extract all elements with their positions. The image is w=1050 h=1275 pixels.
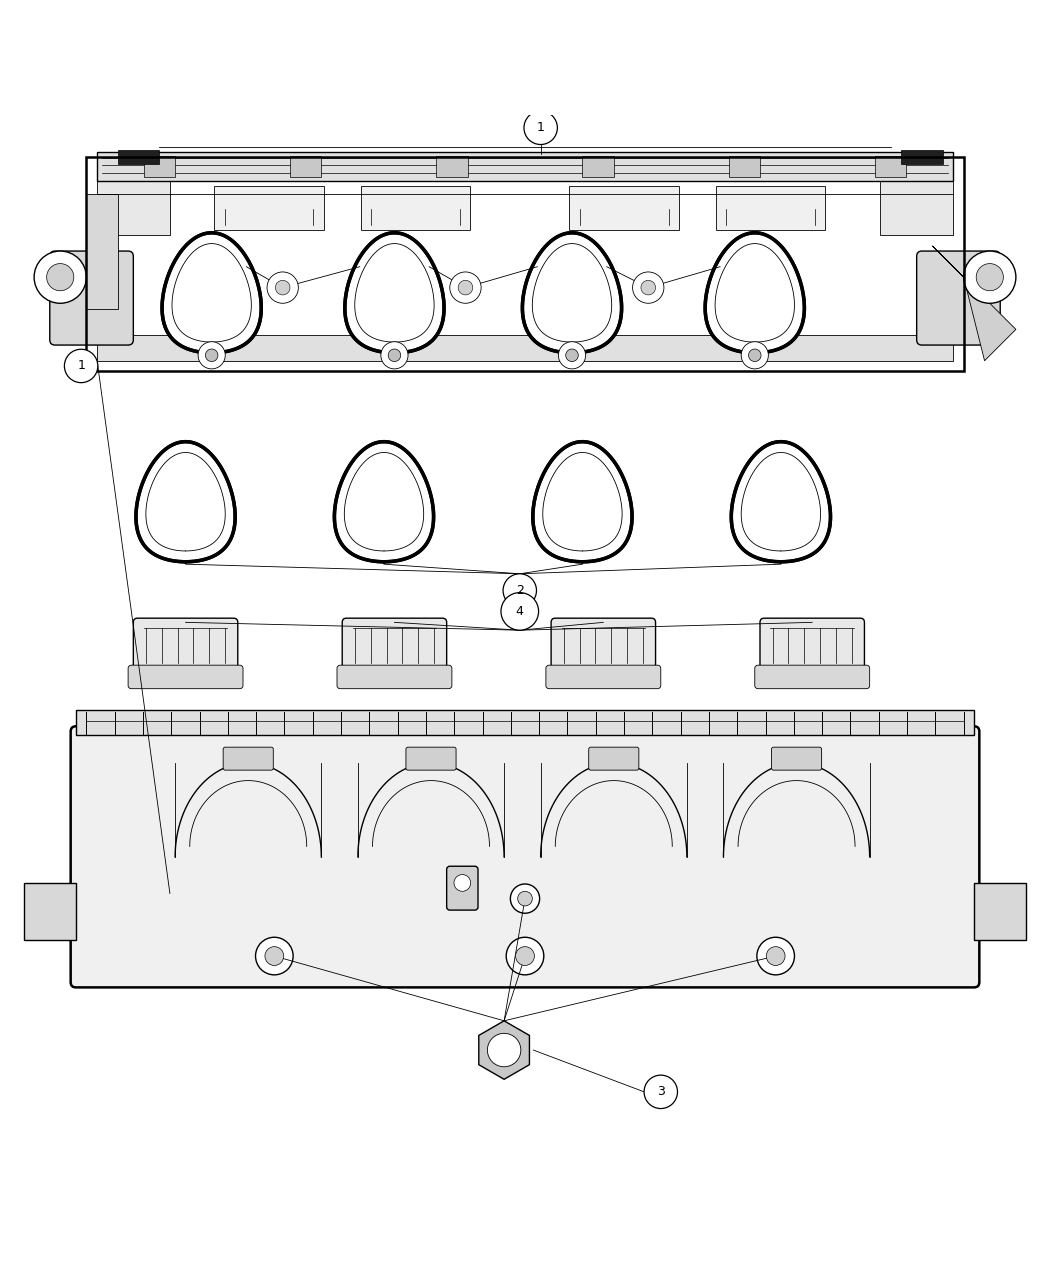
Polygon shape — [532, 441, 632, 562]
Text: 1: 1 — [77, 360, 85, 372]
Circle shape — [449, 272, 481, 303]
FancyBboxPatch shape — [755, 666, 869, 689]
Circle shape — [46, 264, 74, 291]
Text: 3: 3 — [657, 1085, 665, 1098]
FancyBboxPatch shape — [360, 186, 470, 231]
Polygon shape — [932, 246, 1016, 361]
Polygon shape — [135, 441, 235, 562]
FancyBboxPatch shape — [97, 181, 170, 236]
Circle shape — [206, 349, 218, 362]
Circle shape — [976, 264, 1004, 291]
FancyBboxPatch shape — [118, 149, 160, 164]
Circle shape — [275, 280, 290, 295]
FancyBboxPatch shape — [716, 186, 825, 231]
FancyBboxPatch shape — [24, 884, 76, 941]
FancyBboxPatch shape — [880, 181, 953, 236]
FancyBboxPatch shape — [406, 747, 456, 770]
Polygon shape — [162, 233, 261, 353]
FancyBboxPatch shape — [337, 666, 452, 689]
Circle shape — [501, 593, 539, 630]
Circle shape — [458, 280, 472, 295]
FancyBboxPatch shape — [569, 186, 679, 231]
FancyBboxPatch shape — [546, 666, 660, 689]
Circle shape — [487, 1033, 521, 1067]
FancyBboxPatch shape — [128, 666, 243, 689]
Circle shape — [388, 349, 401, 362]
FancyBboxPatch shape — [760, 618, 864, 672]
Circle shape — [267, 272, 298, 303]
FancyBboxPatch shape — [551, 618, 655, 672]
Circle shape — [64, 349, 98, 382]
Text: 2: 2 — [516, 584, 524, 597]
Circle shape — [518, 891, 532, 907]
Circle shape — [506, 937, 544, 975]
Polygon shape — [706, 233, 804, 353]
Circle shape — [255, 937, 293, 975]
Circle shape — [964, 251, 1016, 303]
FancyBboxPatch shape — [917, 251, 1001, 346]
FancyBboxPatch shape — [290, 156, 321, 177]
Circle shape — [559, 342, 586, 368]
FancyBboxPatch shape — [76, 710, 974, 734]
FancyBboxPatch shape — [97, 152, 953, 181]
Polygon shape — [344, 233, 444, 353]
Circle shape — [632, 272, 664, 303]
FancyBboxPatch shape — [342, 618, 446, 672]
Circle shape — [766, 946, 785, 965]
Polygon shape — [479, 1021, 529, 1080]
FancyBboxPatch shape — [729, 156, 760, 177]
FancyBboxPatch shape — [97, 334, 953, 361]
Circle shape — [644, 1075, 677, 1108]
FancyBboxPatch shape — [446, 866, 478, 910]
Text: 1: 1 — [537, 121, 545, 134]
Circle shape — [516, 946, 534, 965]
FancyBboxPatch shape — [224, 747, 273, 770]
FancyBboxPatch shape — [901, 149, 943, 164]
FancyBboxPatch shape — [772, 747, 821, 770]
FancyBboxPatch shape — [875, 156, 906, 177]
Polygon shape — [523, 233, 622, 353]
Polygon shape — [86, 194, 118, 309]
Circle shape — [265, 946, 284, 965]
Text: 4: 4 — [516, 604, 524, 618]
Circle shape — [524, 111, 558, 144]
Polygon shape — [334, 441, 434, 562]
Circle shape — [381, 342, 408, 368]
FancyBboxPatch shape — [133, 618, 237, 672]
FancyBboxPatch shape — [144, 156, 175, 177]
FancyBboxPatch shape — [589, 747, 638, 770]
FancyBboxPatch shape — [49, 251, 133, 346]
Circle shape — [503, 574, 537, 607]
FancyBboxPatch shape — [583, 156, 614, 177]
Circle shape — [566, 349, 579, 362]
Circle shape — [741, 342, 769, 368]
FancyBboxPatch shape — [436, 156, 467, 177]
Circle shape — [198, 342, 226, 368]
FancyBboxPatch shape — [974, 884, 1026, 941]
Circle shape — [749, 349, 761, 362]
Circle shape — [510, 884, 540, 913]
FancyBboxPatch shape — [214, 186, 324, 231]
Circle shape — [757, 937, 795, 975]
Polygon shape — [731, 441, 831, 562]
Circle shape — [454, 875, 470, 891]
FancyBboxPatch shape — [70, 727, 980, 987]
Circle shape — [34, 251, 86, 303]
Circle shape — [640, 280, 655, 295]
